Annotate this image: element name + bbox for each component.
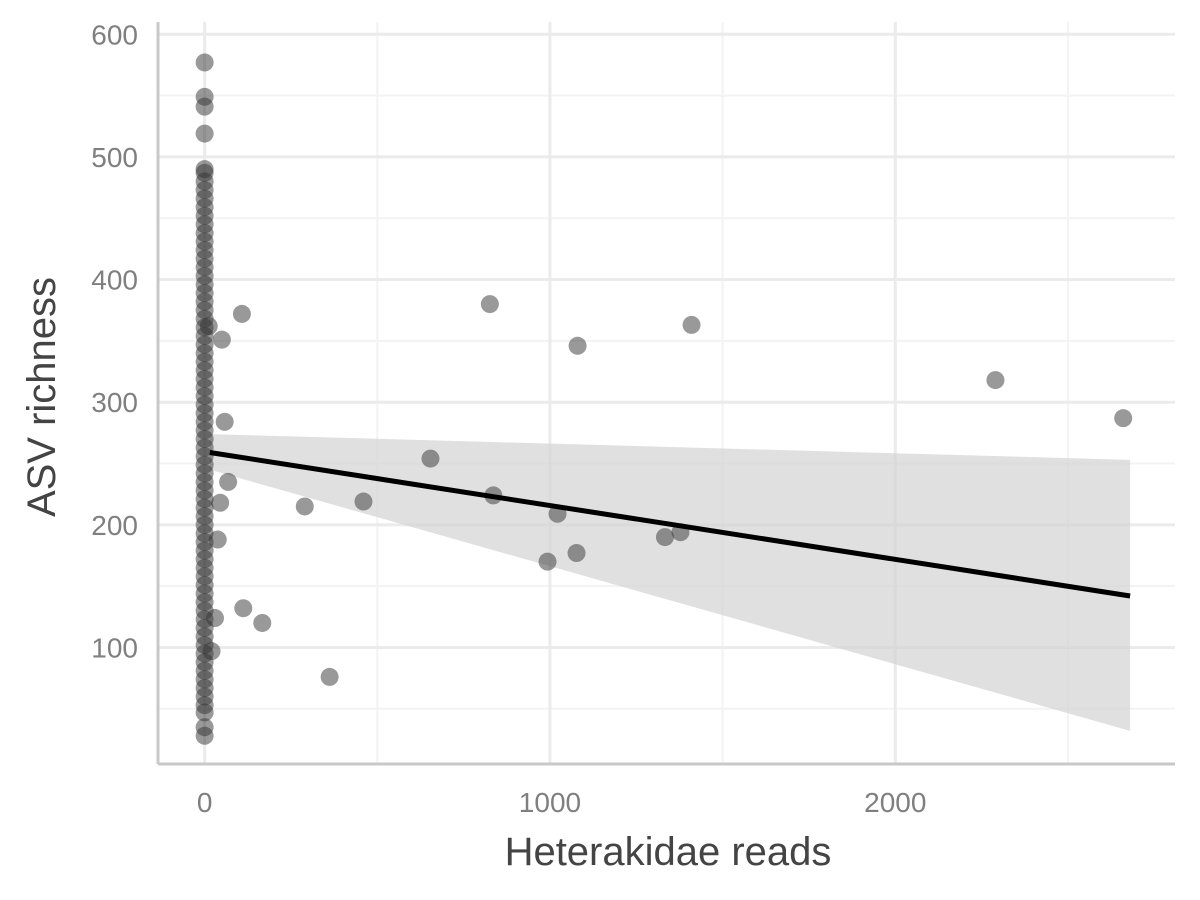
data-point [195, 726, 214, 745]
y-axis-title: ASV richness [20, 277, 64, 517]
data-point [538, 552, 557, 571]
x-tick-label: 0 [197, 787, 213, 818]
data-point [234, 599, 253, 618]
y-tick-label: 500 [91, 142, 138, 173]
regression-line [209, 450, 1131, 599]
x-axis-title: Heterakidae reads [505, 830, 832, 874]
axes [156, 22, 1175, 766]
data-point [567, 544, 586, 563]
data-points [195, 53, 1133, 745]
data-point [215, 412, 234, 431]
data-point [682, 315, 701, 334]
x-tick-label: 2000 [864, 787, 926, 818]
y-tick-label: 600 [91, 19, 138, 50]
data-point [208, 530, 227, 549]
data-point [421, 449, 440, 468]
data-point [1114, 409, 1133, 428]
y-tick-labels: 100 200 300 400 500 600 [91, 19, 138, 663]
data-point [195, 124, 214, 143]
data-point [212, 330, 231, 349]
y-tick-label: 200 [91, 510, 138, 541]
y-tick-label: 100 [91, 632, 138, 663]
data-point [232, 304, 251, 323]
x-tick-label: 1000 [519, 787, 581, 818]
data-point [253, 613, 272, 632]
data-point [320, 667, 339, 686]
data-point [568, 336, 587, 355]
data-point [202, 642, 221, 661]
data-point [986, 371, 1005, 390]
y-tick-label: 400 [91, 265, 138, 296]
data-point [199, 317, 218, 336]
data-point [480, 295, 499, 314]
data-point [354, 492, 373, 511]
data-point [195, 703, 214, 722]
data-point [211, 493, 230, 512]
confidence-ribbon [209, 434, 1131, 731]
data-point [195, 97, 214, 116]
data-point [195, 53, 214, 72]
data-point [219, 472, 238, 491]
data-point [205, 609, 224, 628]
y-tick-label: 300 [91, 387, 138, 418]
data-point [655, 528, 674, 547]
x-tick-labels: 0 1000 2000 [197, 787, 927, 818]
data-point [295, 497, 314, 516]
